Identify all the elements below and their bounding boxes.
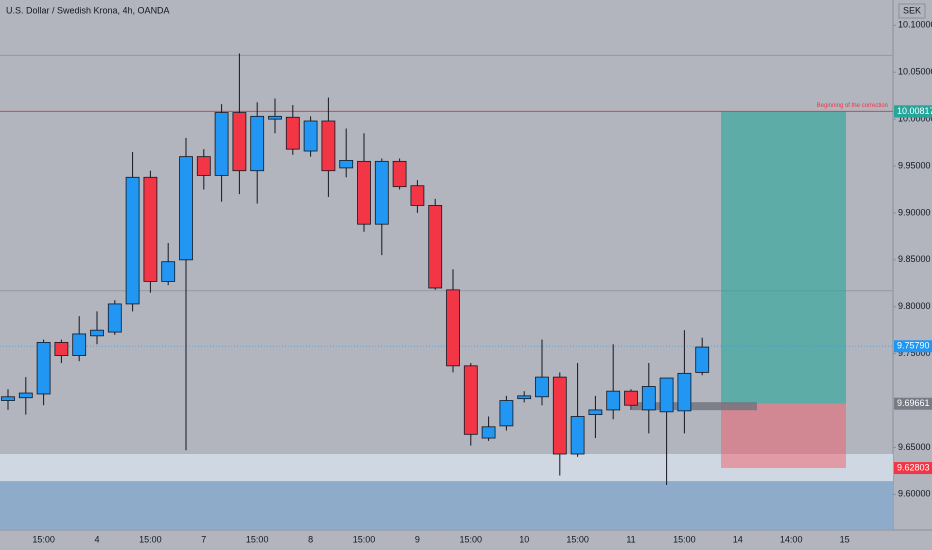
candle-body bbox=[36, 341, 51, 395]
candle-body bbox=[677, 372, 692, 412]
candle-body bbox=[641, 386, 656, 411]
candle-body bbox=[695, 346, 710, 373]
x-tick-label: 14 bbox=[733, 534, 743, 544]
candle-body bbox=[232, 112, 247, 172]
candle-body bbox=[72, 333, 87, 356]
y-tick-label: 9.85000 bbox=[898, 254, 931, 264]
x-tick-label: 9 bbox=[415, 534, 420, 544]
candle-body bbox=[214, 112, 229, 176]
price-label-box bbox=[894, 462, 932, 475]
candle-body bbox=[107, 303, 122, 333]
candle-body bbox=[321, 120, 336, 172]
x-tick-label: 14:00 bbox=[780, 534, 803, 544]
loss-zone bbox=[721, 403, 846, 469]
candle-body bbox=[268, 115, 282, 120]
x-tick-label: 15:00 bbox=[353, 534, 376, 544]
candle-body bbox=[357, 160, 371, 225]
candle-body bbox=[303, 120, 318, 152]
currency-box bbox=[898, 3, 926, 19]
candle-body bbox=[179, 156, 193, 261]
x-tick-label: 8 bbox=[308, 534, 313, 544]
candle-body bbox=[90, 329, 104, 337]
y-tick-label: 9.90000 bbox=[898, 207, 931, 217]
support-zone bbox=[0, 481, 893, 530]
x-tick-label: 4 bbox=[94, 534, 99, 544]
price-label: 9.75790 bbox=[897, 341, 930, 351]
candle-body bbox=[463, 365, 478, 435]
candle-body bbox=[606, 390, 621, 411]
x-tick-label: 15:00 bbox=[139, 534, 162, 544]
y-tick-label: 9.65000 bbox=[898, 442, 931, 452]
y-tick-label: 10.00000 bbox=[898, 114, 932, 124]
entry-bar bbox=[632, 402, 757, 411]
price-label: 10.00817 bbox=[897, 106, 932, 116]
price-label-box bbox=[894, 340, 932, 353]
currency: SEK bbox=[903, 5, 921, 15]
candle-body bbox=[517, 395, 532, 400]
candle-body bbox=[659, 377, 674, 413]
price-label: 9.62803 bbox=[897, 462, 930, 472]
x-tick-label: 15 bbox=[840, 534, 850, 544]
y-tick-label: 10.05000 bbox=[898, 67, 932, 77]
candle-body bbox=[1, 396, 15, 401]
candle-body bbox=[374, 160, 389, 225]
candle-body bbox=[54, 341, 69, 356]
support-zone bbox=[0, 454, 893, 482]
chart-title: U.S. Dollar / Swedish Krona, 4h, OANDA bbox=[6, 5, 170, 15]
x-tick-label: 11 bbox=[626, 534, 635, 544]
y-tick-label: 9.60000 bbox=[898, 489, 931, 499]
profit-zone bbox=[721, 111, 846, 404]
price-label-box bbox=[894, 105, 932, 118]
candle-body bbox=[18, 392, 33, 399]
y-tick-label: 9.75000 bbox=[898, 348, 931, 358]
x-tick-label: 15:00 bbox=[460, 534, 483, 544]
price-label: 9.69661 bbox=[897, 398, 930, 408]
candle-body bbox=[588, 409, 603, 416]
y-tick-label: 9.95000 bbox=[898, 160, 931, 170]
annotation: Beginning of the correction bbox=[817, 103, 888, 109]
x-tick-label: 15:00 bbox=[32, 534, 55, 544]
candle-body bbox=[410, 185, 425, 206]
candle-body bbox=[161, 261, 176, 282]
candle-body bbox=[285, 116, 300, 150]
candle-body bbox=[570, 416, 585, 455]
x-tick-label: 15:00 bbox=[673, 534, 696, 544]
candle-body bbox=[392, 160, 407, 188]
price-label-box bbox=[894, 397, 932, 410]
candle-body bbox=[624, 390, 638, 406]
y-tick-label: 10.10000 bbox=[898, 20, 932, 30]
x-tick-label: 7 bbox=[201, 534, 206, 544]
candle-body bbox=[428, 205, 443, 289]
candle-body bbox=[125, 176, 140, 305]
candle-body bbox=[196, 156, 211, 176]
candle-body bbox=[250, 115, 265, 172]
y-tick-label: 9.80000 bbox=[898, 301, 931, 311]
x-tick-label: 10 bbox=[519, 534, 529, 544]
candle-body bbox=[535, 376, 549, 398]
candle-body bbox=[481, 426, 496, 439]
x-tick-label: 15:00 bbox=[246, 534, 269, 544]
candle-body bbox=[446, 289, 460, 367]
candle-body bbox=[552, 376, 567, 455]
candle-body bbox=[499, 400, 514, 427]
x-tick-label: 15:00 bbox=[566, 534, 589, 544]
candle-body bbox=[143, 176, 158, 282]
candle-body bbox=[339, 160, 354, 169]
